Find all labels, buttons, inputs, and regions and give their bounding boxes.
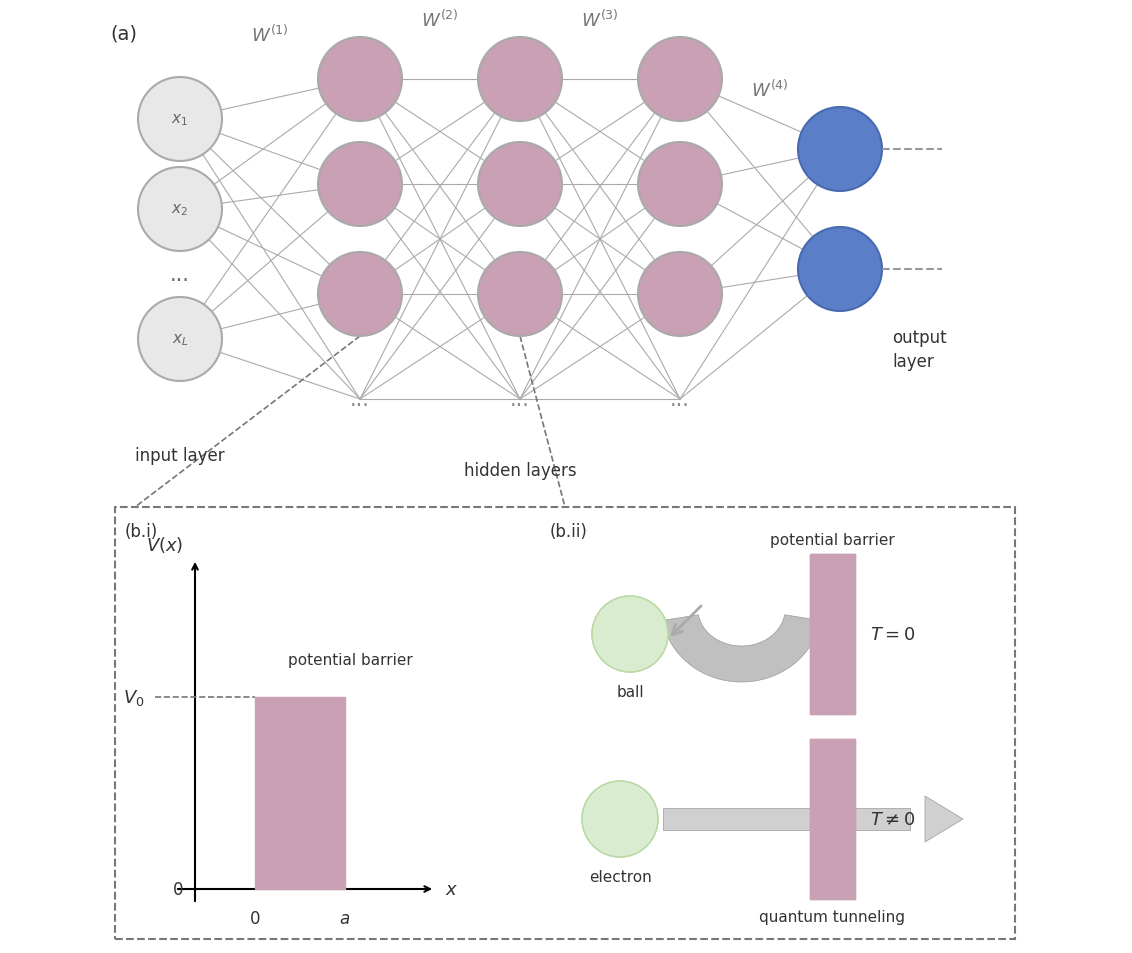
Text: ball: ball	[616, 684, 644, 700]
Text: potential barrier: potential barrier	[288, 652, 412, 667]
Circle shape	[138, 297, 222, 381]
Text: potential barrier: potential barrier	[770, 533, 894, 547]
Text: input layer: input layer	[135, 447, 225, 464]
Circle shape	[318, 253, 402, 336]
Text: $x_1$: $x_1$	[171, 112, 189, 128]
Text: $V_0$: $V_0$	[123, 687, 145, 707]
Bar	[115, 507, 1015, 939]
Bar	[811, 555, 855, 714]
Circle shape	[318, 143, 402, 227]
Text: electron: electron	[589, 869, 651, 884]
Text: $x$: $x$	[445, 880, 458, 898]
Circle shape	[478, 143, 561, 227]
Text: (a): (a)	[110, 25, 137, 44]
Bar	[663, 808, 910, 830]
Text: $x_L$: $x_L$	[172, 332, 188, 348]
Text: 0: 0	[172, 880, 183, 898]
Text: ...: ...	[170, 265, 190, 285]
Text: ...: ...	[511, 390, 530, 410]
Bar	[811, 555, 855, 714]
Circle shape	[798, 228, 882, 312]
Text: $a$: $a$	[340, 909, 351, 927]
Text: $W^{(4)}$: $W^{(4)}$	[752, 79, 789, 100]
Text: (b.ii): (b.ii)	[550, 522, 588, 540]
Circle shape	[638, 38, 722, 122]
Circle shape	[798, 108, 882, 192]
Text: quantum tunneling: quantum tunneling	[758, 909, 904, 924]
Text: hidden layers: hidden layers	[464, 461, 576, 479]
Circle shape	[582, 781, 658, 857]
Circle shape	[478, 253, 561, 336]
Bar	[811, 740, 855, 899]
Circle shape	[478, 38, 561, 122]
Text: $V(x)$: $V(x)$	[146, 535, 183, 555]
Circle shape	[592, 597, 668, 672]
Polygon shape	[925, 796, 963, 842]
Text: $W^{(2)}$: $W^{(2)}$	[421, 10, 458, 30]
Polygon shape	[663, 615, 821, 682]
Circle shape	[638, 253, 722, 336]
Bar	[811, 740, 855, 899]
Circle shape	[592, 597, 668, 672]
Text: $W^{(1)}$: $W^{(1)}$	[251, 25, 289, 46]
Circle shape	[638, 143, 722, 227]
Text: (b.i): (b.i)	[125, 522, 158, 540]
Text: $T = 0$: $T = 0$	[871, 625, 915, 643]
Text: $W^{(3)}$: $W^{(3)}$	[581, 10, 619, 30]
Circle shape	[138, 168, 222, 252]
Text: output
layer: output layer	[892, 329, 946, 371]
Bar	[255, 698, 345, 889]
Text: $T \neq 0$: $T \neq 0$	[871, 810, 915, 828]
Text: 0: 0	[250, 909, 260, 927]
Circle shape	[582, 781, 658, 857]
Text: ...: ...	[350, 390, 370, 410]
Text: $x_2$: $x_2$	[171, 202, 189, 217]
Circle shape	[318, 38, 402, 122]
Circle shape	[138, 78, 222, 162]
Text: ...: ...	[670, 390, 689, 410]
